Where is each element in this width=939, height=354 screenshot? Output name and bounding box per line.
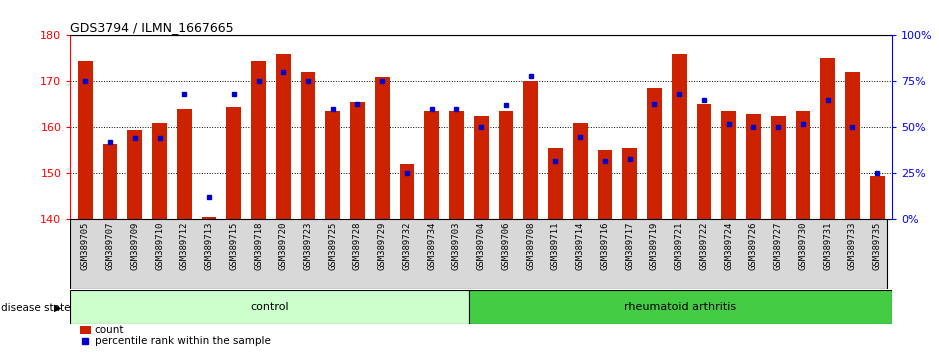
Text: GSM389703: GSM389703 bbox=[452, 222, 461, 270]
Text: GSM389704: GSM389704 bbox=[477, 222, 485, 270]
Text: GSM389722: GSM389722 bbox=[700, 222, 708, 270]
Bar bbox=[647, 88, 662, 219]
Bar bbox=[400, 164, 414, 219]
Bar bbox=[623, 148, 638, 219]
Bar bbox=[350, 102, 365, 219]
Text: GSM389706: GSM389706 bbox=[501, 222, 511, 270]
Bar bbox=[449, 112, 464, 219]
Bar bbox=[375, 77, 390, 219]
Text: GSM389715: GSM389715 bbox=[229, 222, 239, 270]
Bar bbox=[80, 326, 91, 334]
Text: GSM389729: GSM389729 bbox=[377, 222, 387, 270]
Text: rheumatoid arthritis: rheumatoid arthritis bbox=[624, 302, 736, 312]
Text: GSM389717: GSM389717 bbox=[625, 222, 634, 270]
Bar bbox=[795, 112, 810, 219]
Text: GSM389709: GSM389709 bbox=[131, 222, 139, 270]
Text: GSM389732: GSM389732 bbox=[403, 222, 411, 270]
Text: GSM389708: GSM389708 bbox=[526, 222, 535, 270]
Text: GSM389714: GSM389714 bbox=[576, 222, 585, 270]
Text: GSM389712: GSM389712 bbox=[179, 222, 189, 270]
Bar bbox=[128, 130, 142, 219]
Text: GSM389723: GSM389723 bbox=[303, 222, 313, 270]
Text: GSM389713: GSM389713 bbox=[205, 222, 213, 270]
Bar bbox=[177, 109, 192, 219]
Bar bbox=[771, 116, 786, 219]
Bar bbox=[424, 112, 439, 219]
Bar bbox=[870, 176, 885, 219]
Text: GSM389733: GSM389733 bbox=[848, 222, 857, 270]
Text: GDS3794 / ILMN_1667665: GDS3794 / ILMN_1667665 bbox=[70, 21, 234, 34]
Bar bbox=[845, 72, 860, 219]
Bar bbox=[251, 61, 266, 219]
Text: ▶: ▶ bbox=[54, 303, 62, 313]
Text: disease state: disease state bbox=[1, 303, 70, 313]
Text: GSM389727: GSM389727 bbox=[774, 222, 783, 270]
Bar bbox=[226, 107, 241, 219]
Bar bbox=[325, 112, 340, 219]
Bar bbox=[697, 104, 712, 219]
Bar bbox=[721, 112, 736, 219]
Bar bbox=[300, 72, 316, 219]
Text: control: control bbox=[251, 302, 289, 312]
Bar bbox=[747, 114, 761, 219]
Bar bbox=[78, 61, 93, 219]
Text: GSM389724: GSM389724 bbox=[724, 222, 733, 270]
Bar bbox=[276, 54, 291, 219]
Text: GSM389707: GSM389707 bbox=[105, 222, 115, 270]
Text: GSM389728: GSM389728 bbox=[353, 222, 362, 270]
Bar bbox=[152, 123, 167, 219]
Text: GSM389730: GSM389730 bbox=[798, 222, 808, 270]
Text: GSM389716: GSM389716 bbox=[600, 222, 609, 270]
Bar bbox=[202, 217, 216, 219]
Bar bbox=[548, 148, 562, 219]
Text: GSM389711: GSM389711 bbox=[551, 222, 560, 270]
Text: count: count bbox=[95, 325, 124, 335]
Bar bbox=[102, 144, 117, 219]
Bar bbox=[499, 112, 514, 219]
Text: GSM389734: GSM389734 bbox=[427, 222, 437, 270]
Bar bbox=[821, 58, 835, 219]
Text: GSM389718: GSM389718 bbox=[254, 222, 263, 270]
Text: GSM389721: GSM389721 bbox=[675, 222, 684, 270]
Text: GSM389725: GSM389725 bbox=[329, 222, 337, 270]
Bar bbox=[70, 290, 469, 324]
Text: GSM389720: GSM389720 bbox=[279, 222, 287, 270]
Text: GSM389735: GSM389735 bbox=[872, 222, 882, 270]
Text: percentile rank within the sample: percentile rank within the sample bbox=[95, 336, 270, 346]
Bar bbox=[474, 116, 488, 219]
Bar bbox=[671, 54, 686, 219]
Text: GSM389719: GSM389719 bbox=[650, 222, 659, 270]
Text: GSM389726: GSM389726 bbox=[749, 222, 758, 270]
Bar bbox=[469, 290, 892, 324]
Text: GSM389710: GSM389710 bbox=[155, 222, 164, 270]
Bar bbox=[573, 123, 588, 219]
Text: GSM389731: GSM389731 bbox=[824, 222, 832, 270]
Bar bbox=[597, 150, 612, 219]
Bar bbox=[523, 81, 538, 219]
Text: GSM389705: GSM389705 bbox=[81, 222, 90, 270]
